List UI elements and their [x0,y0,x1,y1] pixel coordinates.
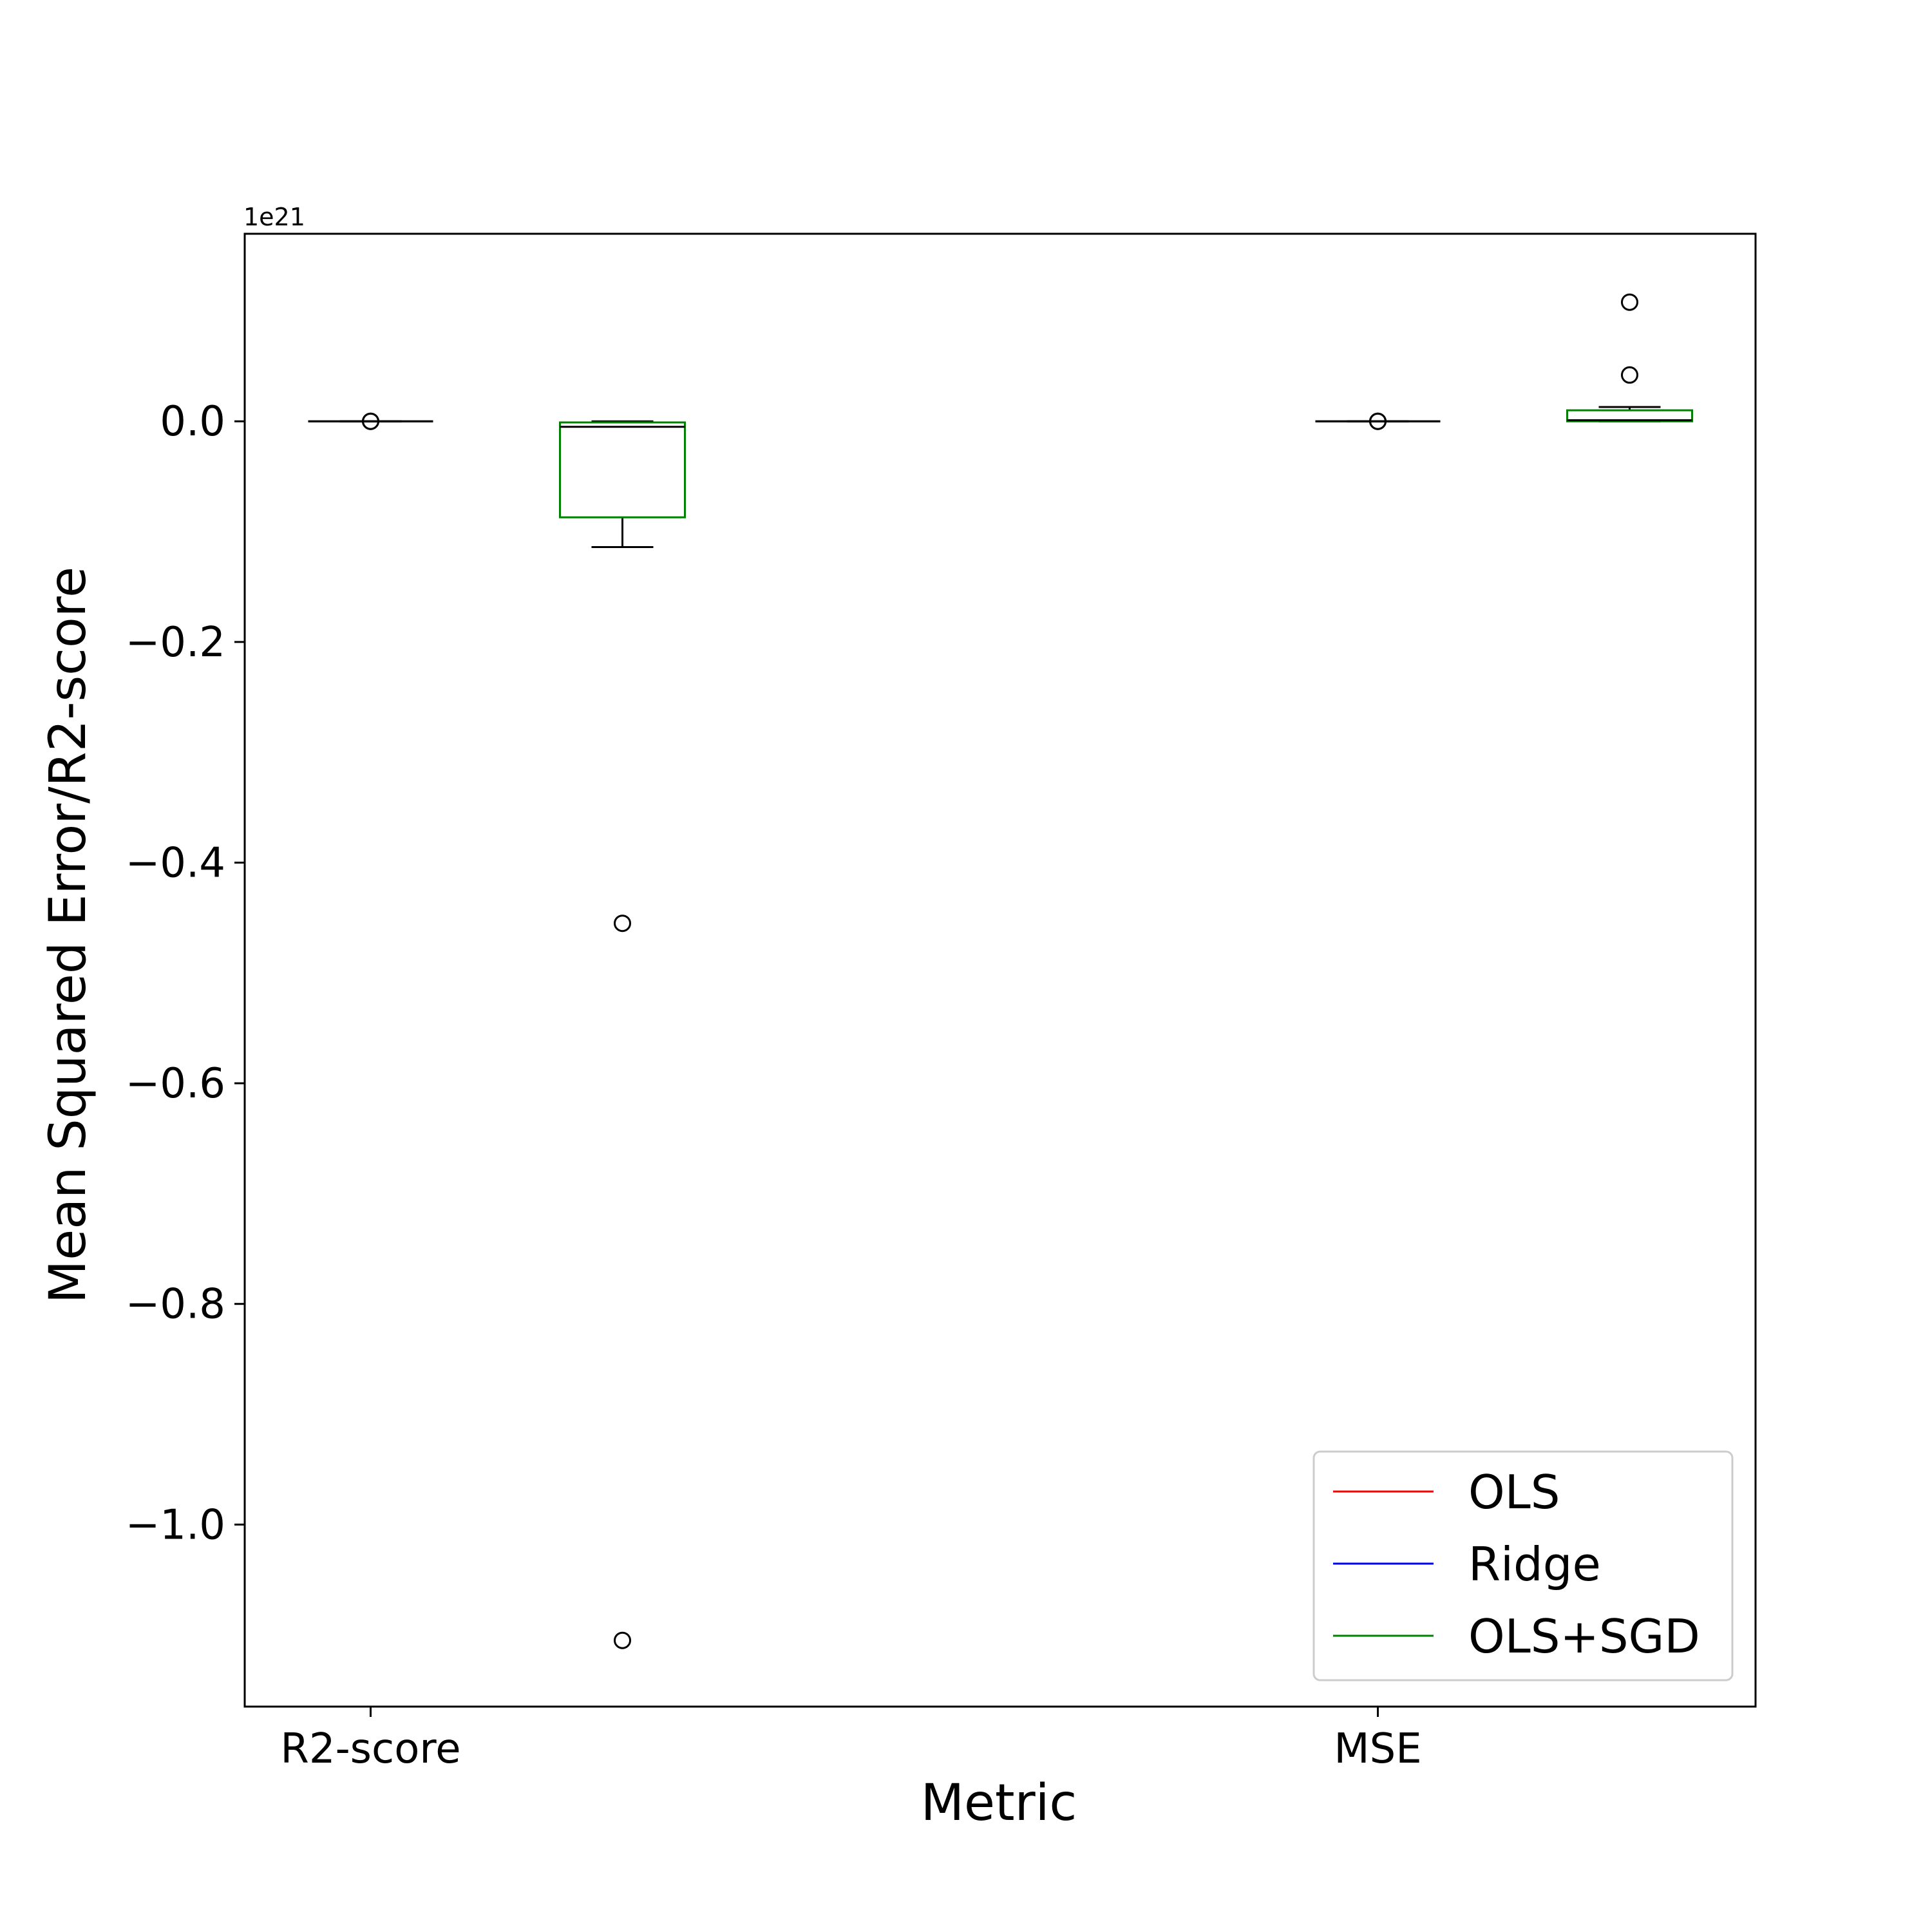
plot-area [308,293,1693,1649]
axes-ticks: 0.0 −0.2 −0.4 −0.6 −0.8 −1.0 R2-score MSE [126,232,1757,1773]
outlier-point [614,1631,631,1649]
legend-label: OLS+SGD [1468,1609,1700,1663]
y-tick-label: −0.8 [126,1281,225,1329]
outlier-point [362,412,379,430]
x-axis-title: Metric [921,1774,1077,1832]
x-tick-label: R2-score [280,1725,460,1773]
y-offset-label: 1e21 [243,203,305,231]
y-tick-label: 0.0 [160,398,225,446]
y-tick-label: −1.0 [126,1501,225,1549]
box-body [1566,409,1693,422]
x-tick-label: MSE [1334,1725,1421,1773]
legend-frame [1312,1450,1734,1681]
y-tick-label: −0.4 [126,839,225,887]
box-body [559,421,686,518]
box-ridge-r2-score [308,412,433,430]
legend-label: OLS [1468,1465,1560,1519]
legend: OLS Ridge OLS+SGD [1312,1450,1734,1681]
box-ridge-mse [1315,412,1441,430]
outlier-point [614,914,631,933]
outlier-point [1369,412,1387,430]
outlier-point [1621,293,1638,311]
box-ols-sgd-mse [1566,293,1693,422]
legend-label: Ridge [1468,1537,1601,1591]
y-tick-label: −0.2 [126,619,225,667]
box-ols-sgd-r2-score [559,420,686,1649]
y-axis-title: Mean Squared Error/R2-score [39,567,97,1303]
axes-frame [243,232,1757,1708]
y-tick-label: −0.6 [126,1060,225,1108]
outlier-point [1621,366,1638,384]
